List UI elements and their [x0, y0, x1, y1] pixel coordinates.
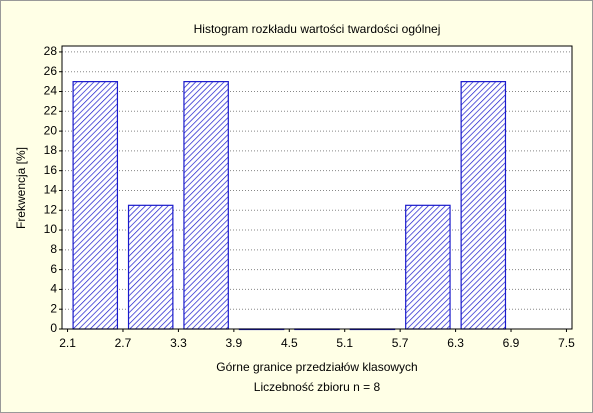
chart-title: Histogram rozkładu wartości twardości og… — [194, 22, 441, 36]
y-tick-label: 26 — [44, 64, 58, 78]
y-tick-label: 10 — [44, 222, 58, 236]
y-tick-label: 16 — [44, 163, 58, 177]
x-tick-label: 6.3 — [447, 336, 464, 350]
x-tick-label: 7.5 — [558, 336, 575, 350]
y-tick-label: 8 — [50, 242, 57, 256]
y-tick-label: 28 — [44, 44, 58, 58]
x-tick-label: 5.1 — [336, 336, 353, 350]
y-tick-label: 22 — [44, 103, 58, 117]
x-tick-label: 3.9 — [226, 336, 243, 350]
x-tick-label: 6.9 — [503, 336, 520, 350]
x-tick-label: 2.7 — [115, 336, 132, 350]
plot-border — [61, 45, 573, 330]
y-tick-label: 20 — [44, 123, 58, 137]
y-tick-label: 2 — [50, 301, 57, 315]
y-tick-label: 24 — [44, 84, 58, 98]
y-tick-label: 18 — [44, 143, 58, 157]
bar — [460, 81, 507, 330]
bar — [405, 204, 451, 330]
bar — [127, 204, 174, 330]
bar — [72, 81, 119, 330]
y-tick-label: 14 — [44, 183, 58, 197]
bar — [183, 81, 229, 330]
y-tick-label: 0 — [50, 321, 57, 335]
y-tick-label: 6 — [50, 262, 57, 276]
y-axis-label: Frekwencja [%] — [14, 147, 28, 229]
y-tick-label: 12 — [44, 202, 58, 216]
subtitle: Liczebność zbioru n = 8 — [254, 380, 381, 394]
x-axis-label: Górne granice przedziałów klasowych — [216, 360, 417, 374]
x-tick-label: 2.1 — [59, 336, 76, 350]
x-tick-label: 4.5 — [281, 336, 298, 350]
y-tick-label: 4 — [50, 282, 57, 296]
x-tick-label: 5.7 — [392, 336, 409, 350]
x-tick-label: 3.3 — [170, 336, 187, 350]
